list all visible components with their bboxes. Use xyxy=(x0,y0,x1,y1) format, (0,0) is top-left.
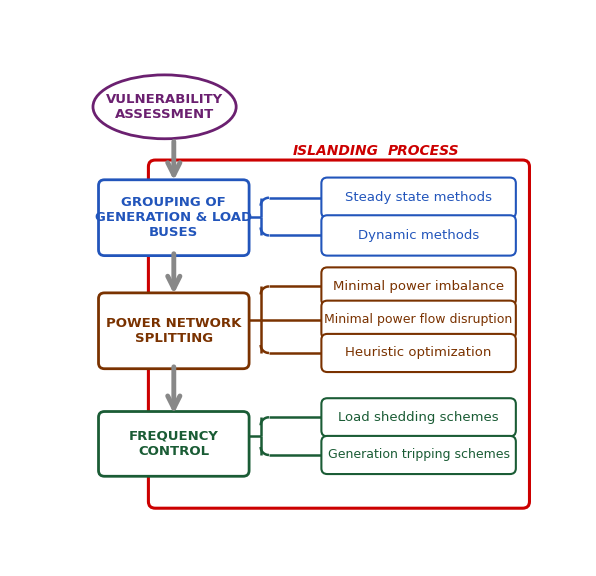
FancyBboxPatch shape xyxy=(98,180,249,256)
Text: PROCESS: PROCESS xyxy=(387,144,459,158)
FancyBboxPatch shape xyxy=(98,411,249,476)
Text: GROUPING OF
GENERATION & LOAD
BUSES: GROUPING OF GENERATION & LOAD BUSES xyxy=(95,196,252,239)
Text: Dynamic methods: Dynamic methods xyxy=(358,229,479,242)
FancyBboxPatch shape xyxy=(321,301,516,339)
Text: Minimal power flow disruption: Minimal power flow disruption xyxy=(324,313,513,326)
FancyBboxPatch shape xyxy=(321,215,516,256)
FancyBboxPatch shape xyxy=(321,436,516,474)
FancyBboxPatch shape xyxy=(321,177,516,218)
Text: Steady state methods: Steady state methods xyxy=(345,191,492,204)
Text: Load shedding schemes: Load shedding schemes xyxy=(339,411,499,424)
FancyBboxPatch shape xyxy=(321,334,516,372)
Text: VULNERABILITY
ASSESSMENT: VULNERABILITY ASSESSMENT xyxy=(106,93,223,121)
Text: Generation tripping schemes: Generation tripping schemes xyxy=(328,449,510,461)
FancyBboxPatch shape xyxy=(321,398,516,437)
Text: FREQUENCY
CONTROL: FREQUENCY CONTROL xyxy=(129,430,219,458)
Text: POWER NETWORK
SPLITTING: POWER NETWORK SPLITTING xyxy=(106,317,241,345)
Ellipse shape xyxy=(93,75,236,139)
Text: ISLANDING: ISLANDING xyxy=(293,144,378,158)
Text: Heuristic optimization: Heuristic optimization xyxy=(346,347,492,359)
FancyBboxPatch shape xyxy=(321,267,516,305)
FancyBboxPatch shape xyxy=(98,293,249,369)
Text: Minimal power imbalance: Minimal power imbalance xyxy=(333,280,504,293)
